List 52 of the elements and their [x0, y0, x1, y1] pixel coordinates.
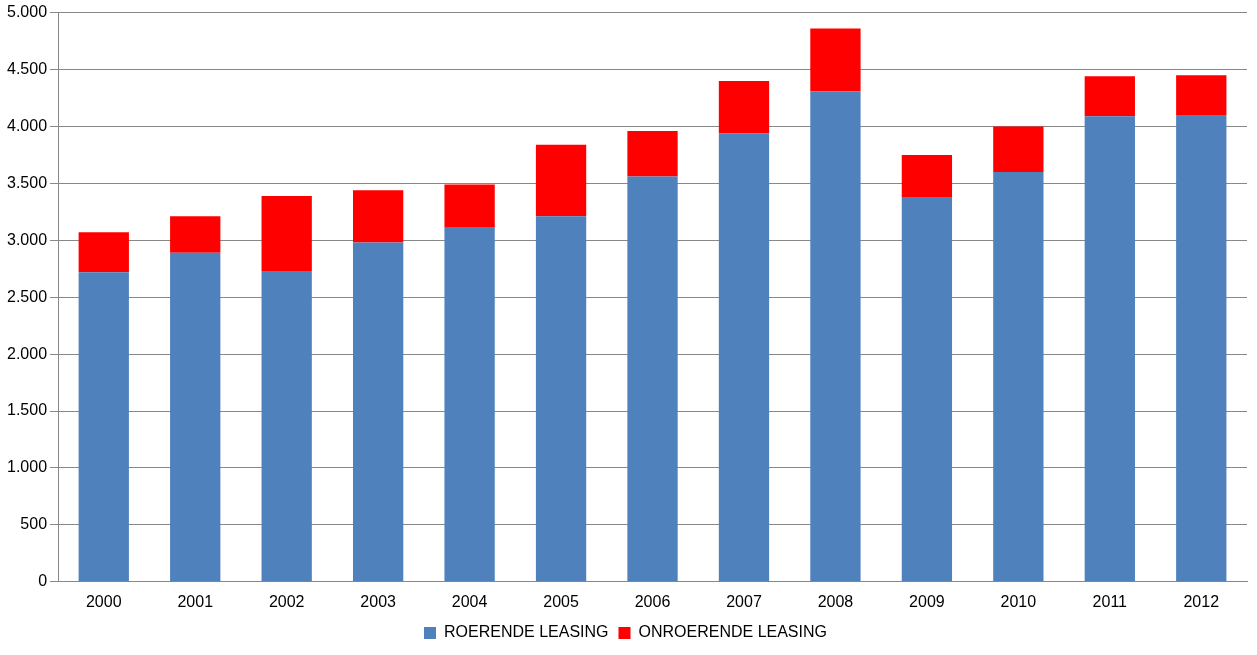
- x-tick-label: 2011: [1092, 592, 1128, 610]
- x-tick-label: 2009: [909, 592, 945, 610]
- y-tick-label: 3.500: [6, 173, 48, 191]
- bar: [535, 144, 587, 217]
- x-tick-label: 2002: [268, 592, 305, 610]
- x-tick-label: 2006: [634, 592, 671, 610]
- y-tick-label: 0: [38, 572, 48, 590]
- bar: [718, 133, 770, 582]
- bar: [78, 232, 129, 273]
- x-tick-label: 2012: [1183, 592, 1220, 610]
- x-tick-label: 2010: [1000, 592, 1037, 610]
- x-tick-label: 2007: [726, 592, 762, 610]
- bar: [1176, 75, 1227, 116]
- x-tick-label: 2005: [543, 592, 579, 610]
- bar: [627, 130, 678, 177]
- bar: [993, 126, 1044, 172]
- bar: [535, 216, 587, 582]
- bar: [78, 272, 129, 582]
- x-tick-label: 2004: [451, 592, 488, 610]
- y-tick-label: 500: [20, 515, 48, 533]
- y-tick-label: 2.000: [6, 344, 48, 362]
- y-tick-label: 4.000: [6, 116, 48, 134]
- bar: [261, 195, 312, 272]
- bar: [170, 252, 221, 582]
- legend-label: ONROERENDE LEASING: [638, 623, 827, 641]
- bar: [444, 184, 495, 228]
- x-tick-label: 2003: [360, 592, 397, 610]
- bar: [718, 80, 770, 134]
- bar: [352, 242, 404, 582]
- bar: [261, 271, 312, 582]
- bar: [1084, 116, 1135, 582]
- y-tick-label: 5.000: [6, 3, 48, 21]
- y-tick-label: 2.500: [6, 287, 48, 305]
- bar: [901, 197, 953, 582]
- bar: [901, 154, 953, 198]
- bar: [352, 190, 404, 243]
- x-tick-label: 2001: [177, 592, 214, 610]
- bar: [444, 227, 495, 582]
- bar: [627, 176, 678, 582]
- y-tick-label: 1.500: [6, 401, 48, 419]
- bar: [810, 28, 861, 92]
- bar: [810, 91, 861, 582]
- x-tick-label: 2008: [817, 592, 854, 610]
- y-tick-label: 1.000: [6, 458, 48, 476]
- bar: [1176, 115, 1227, 582]
- legend-label: ROERENDE LEASING: [444, 623, 609, 641]
- y-tick-label: 4.500: [6, 59, 48, 77]
- bar: [993, 171, 1044, 582]
- x-tick-label: 2000: [85, 592, 122, 610]
- bar: [1084, 76, 1135, 117]
- bar: [170, 216, 221, 253]
- y-tick-label: 3.000: [6, 230, 48, 248]
